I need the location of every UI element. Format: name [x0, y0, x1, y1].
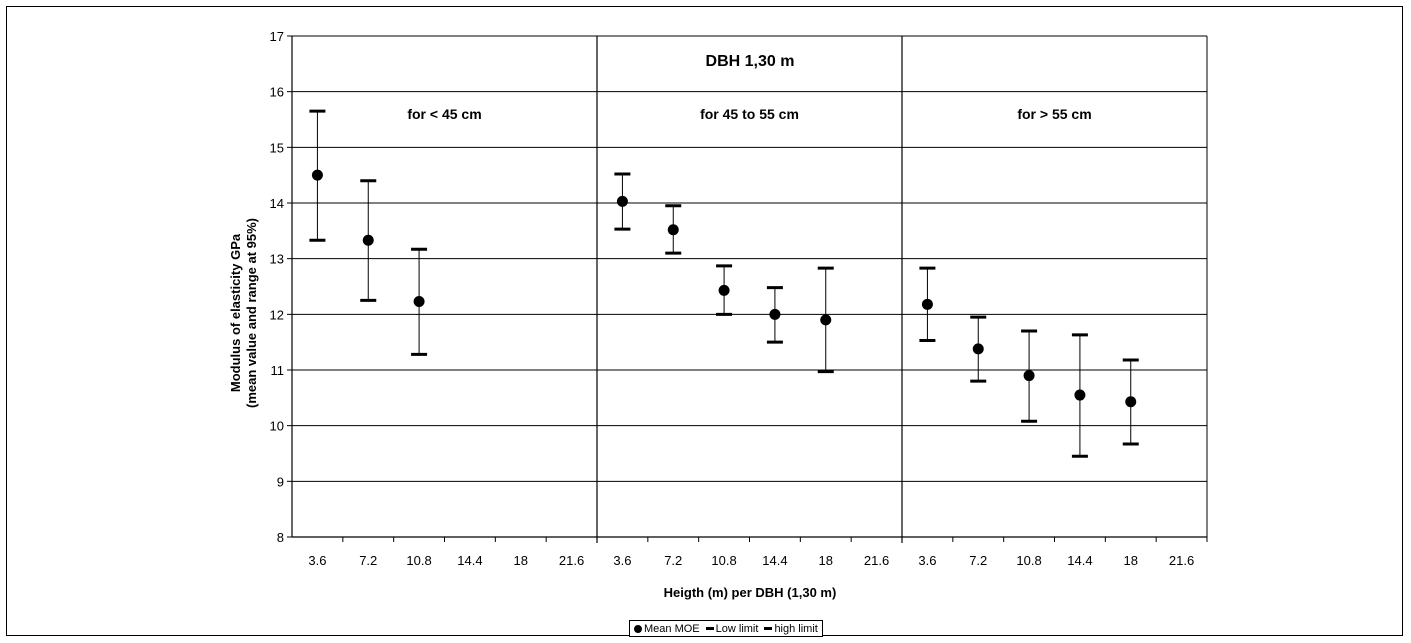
mean-point [1023, 370, 1035, 382]
x-tick-label: 18 [819, 553, 833, 568]
y-axis-title-line2: (mean value and range at 95%) [244, 218, 259, 408]
legend-label-mean: Mean MOE [644, 622, 700, 635]
mean-point [718, 284, 730, 296]
y-tick-label: 9 [277, 474, 284, 489]
x-tick-label: 3.6 [918, 553, 936, 568]
tick-labels: 8 9 10 11 12 13 14 15 16 17 for < 45 cm 3.6 7.2 10.8 1… [270, 29, 1195, 568]
x-tick-label: 18 [514, 553, 528, 568]
x-tick-label: 7.2 [969, 553, 987, 568]
y-tick-label: 14 [270, 196, 284, 211]
legend-item-high: high limit [764, 622, 818, 635]
mean-point [820, 314, 832, 326]
y-tick-label: 12 [270, 307, 284, 322]
mean-point [311, 169, 323, 181]
mean-point [921, 298, 933, 310]
y-tick-label: 8 [277, 530, 284, 545]
legend-label-high: high limit [774, 622, 818, 635]
x-tick-label: 14.4 [457, 553, 482, 568]
y-axis-title-line1: Modulus of elasticity GPa [228, 233, 243, 392]
y-tick-label: 17 [270, 29, 284, 44]
mean-point [362, 234, 374, 246]
panel-label: for > 55 cm [1017, 106, 1091, 122]
legend-item-mean: Mean MOE [634, 623, 700, 635]
y-tick-label: 13 [270, 252, 284, 267]
legend: Mean MOE Low limit high limit [629, 620, 823, 637]
x-tick-label: 3.6 [308, 553, 326, 568]
chart-title: DBH 1,30 m [706, 53, 795, 70]
x-tick-label: 21.6 [1169, 553, 1194, 568]
x-tick-label: 18 [1124, 553, 1138, 568]
y-tick-label: 10 [270, 419, 284, 434]
mean-point [616, 195, 628, 207]
mean-point [667, 224, 679, 236]
x-tick-label: 21.6 [864, 553, 889, 568]
x-tick-label: 3.6 [613, 553, 631, 568]
legend-item-low: Low limit [705, 622, 759, 635]
panel-label: for 45 to 55 cm [700, 106, 799, 122]
mean-point [1125, 396, 1137, 408]
mean-point [413, 296, 425, 308]
mean-point [1074, 389, 1086, 401]
x-tick-label: 7.2 [664, 553, 682, 568]
x-axis-title: Heigth (m) per DBH (1,30 m) [664, 585, 837, 600]
dot-icon [634, 624, 642, 633]
dash-icon [764, 627, 773, 630]
x-tick-label: 7.2 [359, 553, 377, 568]
mean-point [769, 308, 781, 320]
y-tick-label: 16 [270, 85, 284, 100]
x-tick-label: 21.6 [559, 553, 584, 568]
data-points [309, 109, 1139, 458]
dash-icon [705, 627, 714, 630]
panel-label: for < 45 cm [407, 106, 481, 122]
x-tick-label: 10.8 [406, 553, 431, 568]
x-tick-label: 14.4 [762, 553, 787, 568]
x-tick-label: 14.4 [1067, 553, 1092, 568]
x-tick-label: 10.8 [711, 553, 736, 568]
mean-point [972, 343, 984, 355]
axes [287, 35, 1208, 542]
y-tick-label: 15 [270, 140, 284, 155]
y-tick-label: 11 [271, 363, 285, 378]
panel-dividers [596, 36, 903, 543]
x-tick-label: 10.8 [1016, 553, 1041, 568]
legend-label-low: Low limit [715, 622, 759, 635]
